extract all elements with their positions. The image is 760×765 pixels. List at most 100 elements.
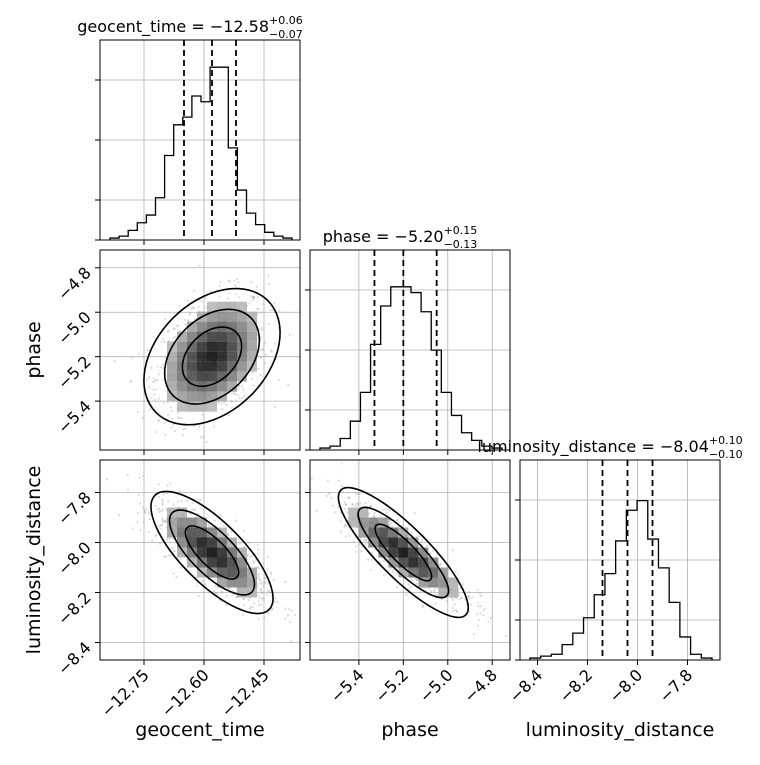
sample-point bbox=[351, 503, 354, 507]
sample-point bbox=[162, 366, 165, 370]
sample-point bbox=[454, 608, 457, 611]
sample-point bbox=[163, 422, 166, 425]
sample-point bbox=[365, 538, 368, 541]
sample-point bbox=[166, 484, 169, 487]
sample-point bbox=[388, 519, 391, 522]
sample-point bbox=[157, 397, 161, 400]
sample-point bbox=[191, 508, 194, 512]
sample-point bbox=[227, 279, 230, 282]
sample-point bbox=[407, 534, 411, 538]
sample-point bbox=[179, 558, 182, 561]
sample-point bbox=[179, 566, 182, 569]
sample-point bbox=[182, 466, 184, 468]
sample-point bbox=[263, 341, 266, 344]
sample-point bbox=[268, 589, 271, 592]
sample-point bbox=[259, 349, 262, 352]
sample-point bbox=[354, 492, 357, 496]
sample-point bbox=[213, 519, 216, 522]
sample-point bbox=[222, 401, 226, 404]
sample-point bbox=[164, 508, 168, 511]
sample-point bbox=[428, 587, 431, 590]
sample-point bbox=[185, 499, 189, 502]
sample-point bbox=[198, 425, 201, 428]
density-cell bbox=[428, 557, 439, 568]
sample-point bbox=[260, 591, 264, 595]
title-minus-phase: −0.13 bbox=[444, 238, 478, 251]
density-cell bbox=[358, 507, 369, 518]
sample-point bbox=[209, 525, 212, 528]
sample-point bbox=[330, 497, 333, 500]
density-cell bbox=[177, 341, 187, 352]
sample-point bbox=[220, 590, 223, 593]
density-cell bbox=[197, 321, 207, 332]
density-cell bbox=[438, 577, 449, 588]
sample-point bbox=[156, 365, 159, 368]
sample-point bbox=[257, 572, 260, 576]
sample-point bbox=[355, 504, 358, 507]
sample-point bbox=[395, 519, 398, 522]
sample-point bbox=[256, 308, 259, 311]
density-cell bbox=[207, 391, 217, 402]
density-cell bbox=[217, 301, 227, 312]
density-cell bbox=[187, 517, 197, 528]
density-cell bbox=[207, 341, 217, 352]
sample-point bbox=[159, 527, 162, 530]
density-cell bbox=[408, 537, 419, 548]
sample-point bbox=[343, 507, 346, 511]
sample-point bbox=[410, 530, 413, 533]
density-cell bbox=[237, 361, 247, 372]
sample-point bbox=[479, 594, 483, 598]
sample-point bbox=[170, 409, 174, 413]
sample-point bbox=[315, 509, 318, 512]
x-tick-label-luminosity_distance: −8.0 bbox=[605, 665, 646, 706]
sample-point bbox=[202, 435, 205, 438]
sample-point bbox=[358, 543, 362, 546]
sample-point bbox=[258, 577, 261, 580]
sample-point bbox=[168, 537, 171, 540]
sample-point bbox=[160, 366, 163, 369]
density-cell bbox=[247, 341, 257, 352]
sample-point bbox=[472, 633, 475, 636]
sample-point bbox=[263, 616, 266, 619]
sample-point bbox=[167, 554, 170, 557]
sample-point bbox=[251, 560, 255, 563]
sample-point bbox=[172, 336, 176, 340]
sample-point bbox=[270, 608, 274, 612]
density-cell bbox=[428, 567, 439, 578]
sample-point bbox=[166, 330, 169, 333]
sample-point bbox=[355, 550, 358, 553]
sample-point bbox=[214, 584, 217, 587]
sample-point bbox=[326, 479, 329, 482]
sample-point bbox=[138, 476, 141, 479]
title-minus-geocent_time: −0.07 bbox=[269, 28, 303, 41]
density-cell bbox=[187, 321, 197, 332]
sample-point bbox=[257, 618, 260, 621]
density-cell bbox=[187, 547, 197, 558]
contour-level-1 bbox=[374, 523, 433, 582]
sample-point bbox=[163, 402, 166, 405]
sample-point bbox=[184, 323, 187, 326]
density-cell bbox=[448, 587, 459, 598]
sample-point bbox=[242, 388, 245, 391]
sample-point bbox=[170, 426, 173, 429]
sample-point bbox=[251, 296, 254, 299]
density-cell bbox=[217, 331, 227, 342]
sample-point bbox=[164, 317, 167, 321]
density-cell bbox=[237, 301, 247, 312]
sample-point bbox=[235, 277, 239, 281]
sample-point bbox=[137, 352, 140, 355]
sample-point bbox=[433, 587, 437, 590]
sample-point bbox=[451, 549, 454, 552]
contour-level-3 bbox=[143, 287, 281, 426]
density-cell bbox=[217, 381, 227, 392]
sample-point bbox=[204, 583, 207, 586]
sample-point bbox=[141, 417, 144, 420]
sample-point bbox=[409, 578, 412, 581]
sample-point bbox=[238, 296, 241, 299]
sample-point bbox=[339, 520, 342, 523]
sample-point bbox=[136, 521, 139, 524]
sample-point bbox=[352, 540, 356, 543]
sample-point bbox=[156, 378, 159, 381]
sample-point bbox=[137, 511, 140, 515]
sample-point bbox=[148, 517, 151, 521]
